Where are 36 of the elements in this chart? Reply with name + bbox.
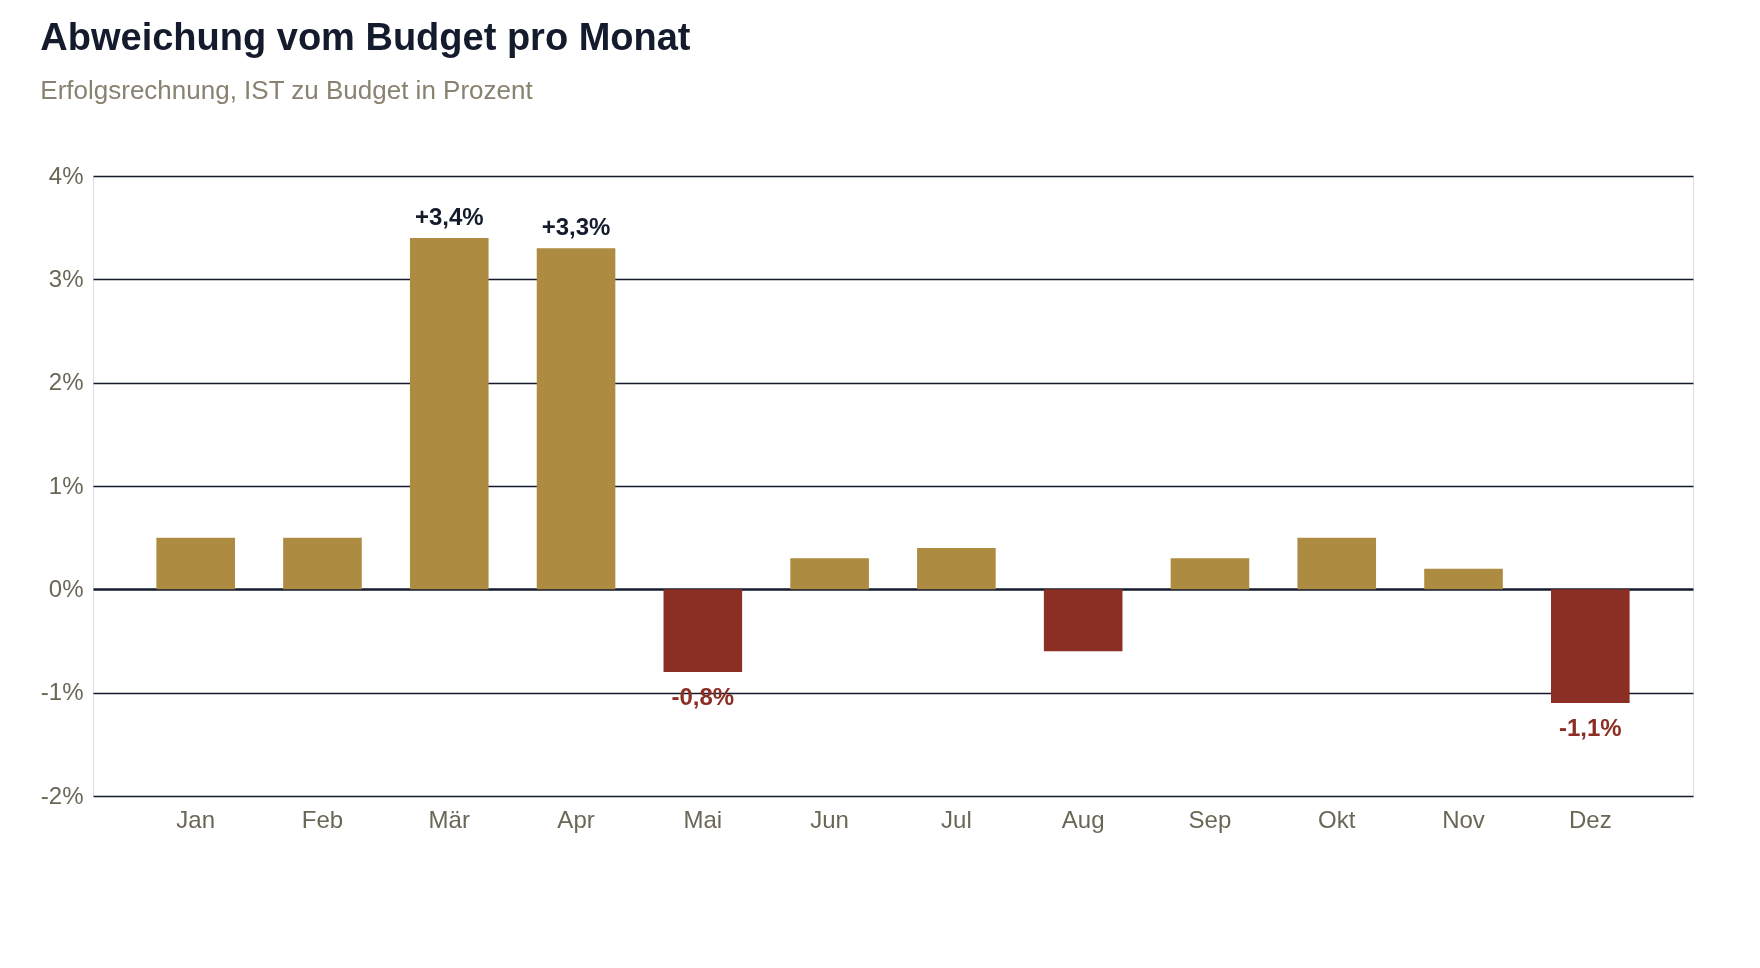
bar [1170,558,1250,590]
bar [1551,589,1630,703]
x-tick-label: Sep [1188,805,1232,833]
y-tick-label: -2% [40,781,84,809]
x-tick-label: Jul [941,805,972,833]
bar [790,558,869,590]
data-label: +3,4% [414,203,484,230]
bar [1297,537,1377,590]
y-tick-label: 1% [48,471,84,499]
x-tick-label: Okt [1318,805,1356,833]
x-tick-label: Dez [1568,805,1612,833]
data-label: +3,3% [541,213,611,241]
bar [536,248,616,590]
x-tick-label: Apr [557,805,595,833]
bar [156,537,235,590]
x-tick-label: Mär [428,805,470,833]
chart-title: Abweichung vom Budget pro Monat [40,16,691,58]
bar [283,537,362,590]
bar [917,548,996,590]
chart-subtitle: Erfolgsrechnung, IST zu Budget in Prozent [40,75,534,105]
bar [1043,589,1123,652]
y-tick-label: 0% [48,574,84,602]
x-tick-label: Nov [1442,805,1485,833]
x-tick-label: Mai [683,805,723,833]
y-tick-label: -1% [40,678,84,706]
y-tick-label: 4% [48,161,84,189]
x-tick-label: Feb [301,805,344,833]
y-tick-label: 2% [48,368,84,396]
x-tick-label: Jun [810,805,849,833]
y-tick-label: 3% [48,264,84,292]
bar [663,589,743,672]
x-tick-label: Aug [1061,805,1105,833]
bar [1424,568,1503,590]
x-tick-label: Jan [176,805,216,833]
bar [409,238,489,590]
data-label: -1,1% [1558,714,1622,741]
